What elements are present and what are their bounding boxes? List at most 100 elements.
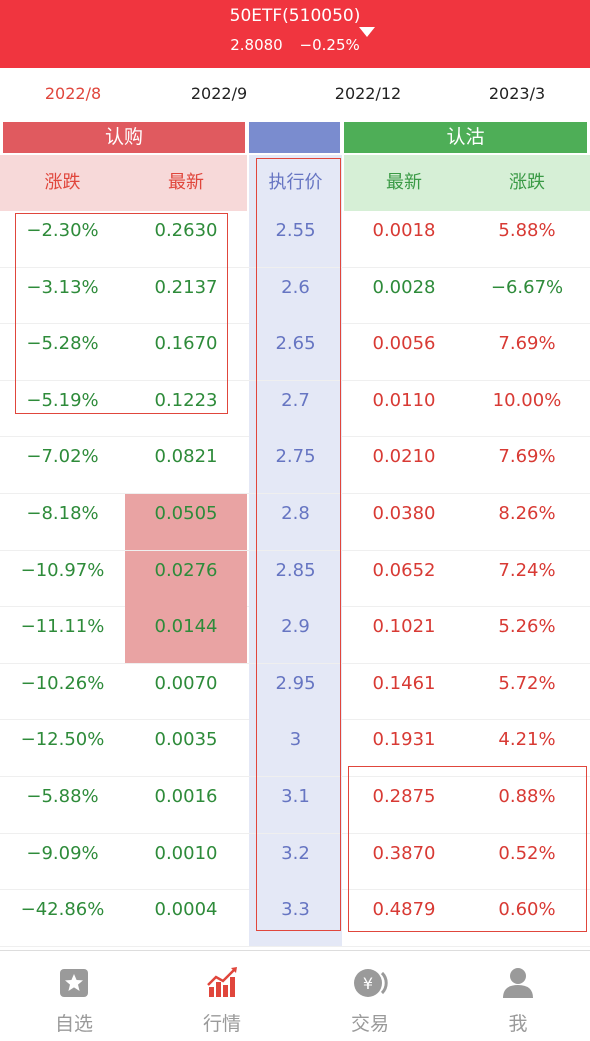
call-change-cell[interactable]: −5.88%: [26, 785, 99, 807]
strike-cell[interactable]: 2.9: [249, 607, 342, 664]
put-latest-cell[interactable]: 0.0018: [372, 220, 436, 241]
table-row[interactable]: −7.02% 0.0821 2.75 0.0210 7.69%: [0, 437, 590, 494]
strike-cell[interactable]: 2.75: [249, 437, 342, 494]
table-row[interactable]: −9.09% 0.0010 3.2 0.3870 0.52%: [0, 833, 590, 891]
strike-cell[interactable]: 2.7: [249, 380, 342, 437]
call-change-cell[interactable]: −3.13%: [26, 276, 99, 298]
table-row[interactable]: −8.18% 0.0505 2.8 0.0380 8.26%: [0, 493, 590, 551]
tab-month-2022-8[interactable]: 2022/8: [44, 84, 102, 103]
tab-trade[interactable]: ¥ 交易: [296, 951, 444, 1041]
tab-me-label: 我: [508, 1013, 528, 1035]
call-latest-cell[interactable]: 0.0144: [125, 607, 247, 664]
put-change-cell[interactable]: 8.26%: [498, 502, 556, 524]
strike-cell[interactable]: 2.6: [249, 267, 342, 324]
call-latest-cell[interactable]: 0.0010: [154, 842, 218, 864]
strike-cell[interactable]: 3.2: [249, 833, 342, 890]
put-change-cell[interactable]: 5.72%: [498, 672, 556, 694]
call-change-cell[interactable]: −10.26%: [20, 672, 105, 694]
strike-cell[interactable]: 2.95: [249, 663, 342, 720]
underlying-change: −0.25%: [299, 36, 360, 54]
table-row[interactable]: −12.50% 0.0035 3 0.1931 4.21%: [0, 720, 590, 777]
put-latest-cell[interactable]: 0.0652: [372, 559, 436, 581]
user-icon: [503, 968, 533, 998]
call-latest-cell[interactable]: 0.0016: [154, 785, 218, 807]
call-latest-cell[interactable]: 0.1223: [154, 389, 218, 411]
put-latest-cell[interactable]: 0.0210: [372, 446, 436, 468]
call-change-cell[interactable]: −10.97%: [20, 559, 105, 581]
dropdown-caret-icon[interactable]: [359, 27, 375, 37]
put-latest-cell[interactable]: 0.1461: [372, 672, 436, 694]
put-change-cell[interactable]: 7.24%: [498, 559, 556, 581]
table-row[interactable]: −5.19% 0.1223 2.7 0.0110 10.00%: [0, 380, 590, 438]
strike-header: 执行价: [268, 172, 323, 193]
call-latest-cell[interactable]: 0.2137: [154, 276, 218, 298]
put-latest-header: 最新: [386, 172, 422, 193]
call-change-cell[interactable]: −5.28%: [26, 333, 99, 355]
put-latest-cell[interactable]: 0.4879: [372, 899, 436, 921]
strike-category-bar: [249, 122, 340, 153]
call-change-cell[interactable]: −5.19%: [26, 389, 99, 411]
tab-month-2022-9[interactable]: 2022/9: [190, 84, 248, 103]
strike-cell[interactable]: 3.3: [249, 890, 342, 947]
put-change-cell[interactable]: −6.67%: [490, 276, 564, 298]
put-latest-cell[interactable]: 0.1021: [372, 616, 436, 638]
put-change-cell[interactable]: 0.60%: [498, 899, 556, 921]
table-row[interactable]: −10.97% 0.0276 2.85 0.0652 7.24%: [0, 550, 590, 608]
tab-watchlist-label: 自选: [54, 1013, 93, 1035]
put-latest-cell[interactable]: 0.3870: [372, 842, 436, 864]
call-latest-cell[interactable]: 0.0004: [154, 899, 218, 921]
call-latest-cell[interactable]: 0.0505: [125, 493, 247, 550]
strike-cell[interactable]: 2.85: [249, 550, 342, 607]
put-latest-cell[interactable]: 0.0028: [372, 276, 436, 298]
strike-cell[interactable]: 3.1: [249, 776, 342, 833]
table-row[interactable]: −2.30% 0.2630 2.55 0.0018 5.88%: [0, 211, 590, 268]
put-latest-cell[interactable]: 0.0110: [372, 389, 436, 411]
table-row[interactable]: −42.86% 0.0004 3.3 0.4879 0.60%: [0, 890, 590, 947]
strike-cell[interactable]: 2.55: [249, 211, 342, 267]
put-latest-cell[interactable]: 0.0056: [372, 333, 436, 355]
put-change-cell[interactable]: 5.88%: [498, 220, 556, 241]
strike-cell[interactable]: 2.65: [249, 324, 342, 381]
table-row[interactable]: −10.26% 0.0070 2.95 0.1461 5.72%: [0, 663, 590, 721]
tab-watchlist[interactable]: 自选: [0, 951, 148, 1041]
underlying-title: 50ETF(510050): [229, 6, 361, 26]
put-change-cell[interactable]: 4.21%: [498, 729, 556, 751]
put-latest-cell[interactable]: 0.1931: [372, 729, 436, 751]
call-change-cell[interactable]: −9.09%: [26, 842, 99, 864]
strike-cell[interactable]: 3: [249, 720, 342, 777]
put-change-cell[interactable]: 0.52%: [498, 842, 556, 864]
put-change-cell[interactable]: 7.69%: [498, 446, 556, 468]
table-row[interactable]: −5.88% 0.0016 3.1 0.2875 0.88%: [0, 776, 590, 834]
put-latest-cell[interactable]: 0.2875: [372, 785, 436, 807]
expiry-month-tabs: 2022/8 2022/9 2022/12 2023/3: [0, 68, 590, 120]
put-change-cell[interactable]: 7.69%: [498, 333, 556, 355]
put-change-cell[interactable]: 5.26%: [498, 616, 556, 638]
put-change-cell[interactable]: 0.88%: [498, 785, 556, 807]
tab-me[interactable]: 我: [444, 951, 590, 1041]
header-bar[interactable]: 50ETF(510050) 2.8080 −0.25%: [0, 0, 590, 68]
call-latest-cell[interactable]: 0.0035: [154, 729, 218, 751]
table-row[interactable]: −5.28% 0.1670 2.65 0.0056 7.69%: [0, 324, 590, 381]
table-row[interactable]: −3.13% 0.2137 2.6 0.0028 −6.67%: [0, 267, 590, 325]
table-row[interactable]: −11.11% 0.0144 2.9 0.1021 5.26%: [0, 607, 590, 664]
put-change-cell[interactable]: 10.00%: [492, 389, 562, 411]
call-latest-cell[interactable]: 0.0070: [154, 672, 218, 694]
call-latest-cell[interactable]: 0.2630: [154, 220, 218, 241]
strike-cell[interactable]: 2.8: [249, 493, 342, 550]
call-change-cell[interactable]: −42.86%: [20, 899, 105, 921]
call-change-cell[interactable]: −7.02%: [26, 446, 99, 468]
call-change-cell[interactable]: −8.18%: [26, 502, 99, 524]
call-latest-cell[interactable]: 0.1670: [154, 333, 218, 355]
tab-month-2023-3[interactable]: 2023/3: [488, 84, 546, 103]
call-change-cell[interactable]: −2.30%: [26, 220, 99, 241]
tab-market[interactable]: 行情: [148, 951, 296, 1041]
call-latest-cell[interactable]: 0.0276: [125, 550, 247, 607]
put-column-headers: 最新 涨跌: [344, 155, 590, 211]
put-latest-cell[interactable]: 0.0380: [372, 502, 436, 524]
yen-coin-icon: ¥: [354, 969, 388, 997]
call-latest-cell[interactable]: 0.0821: [154, 446, 218, 468]
tab-month-2022-12[interactable]: 2022/12: [334, 84, 402, 103]
call-change-cell[interactable]: −11.11%: [20, 616, 105, 638]
call-change-cell[interactable]: −12.50%: [20, 729, 105, 751]
